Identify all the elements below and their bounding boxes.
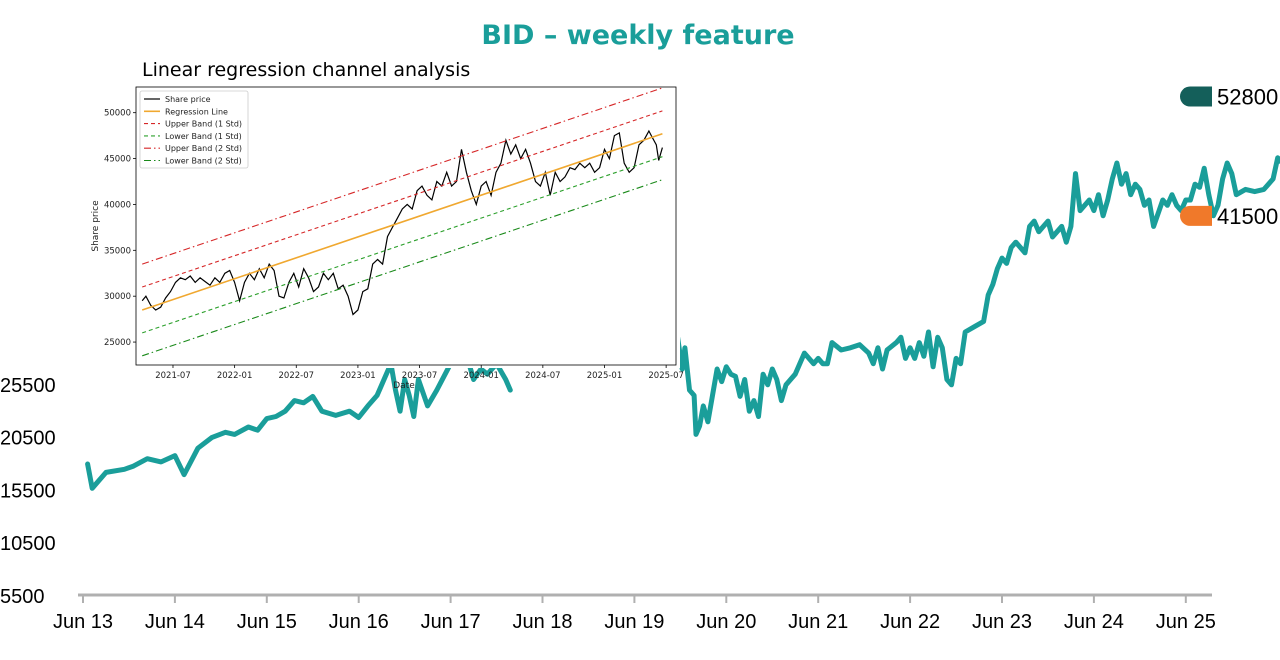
y-tick-label: 25500: [0, 375, 56, 397]
x-tick-label: Jun 14: [145, 611, 205, 633]
x-tick-label: Jun 25: [1156, 611, 1216, 633]
x-tick-label: Jun 18: [512, 611, 572, 633]
inset-x-tick-label: 2025-01: [587, 371, 623, 381]
inset-legend-box: [139, 90, 249, 169]
inset-legend-label: Upper Band (2 Std): [165, 144, 242, 153]
inset-series-upper-band-1-std: [142, 110, 663, 288]
inset-x-tick-label: 2023-01: [340, 371, 376, 381]
inset-y-tick-label: 30000: [104, 292, 131, 302]
inset-y-tick-label: 25000: [104, 338, 131, 348]
y-tick-label: 15500: [0, 480, 56, 502]
main-chart-title: BID – weekly feature: [481, 20, 794, 51]
inset-x-axis-label: Date: [393, 381, 415, 391]
main-plot-area: [85, 155, 1280, 491]
inset-x-axis: 2021-07 2022-01 2022-07 2023-01 2023-07 2024-…: [155, 365, 684, 381]
price-tag-label: 41500: [1217, 204, 1278, 229]
x-tick-label: Jun 20: [696, 611, 756, 633]
y-tick-label: 5500: [0, 586, 45, 608]
inset-chart: Linear regression channel analysis 25000…: [0, 52, 684, 391]
inset-x-tick-label: 2022-07: [279, 371, 315, 381]
inset-x-tick-label: 2025-07: [648, 371, 684, 381]
inset-legend-label: Upper Band (1 Std): [165, 120, 242, 129]
x-tick-label: Jun 17: [421, 611, 481, 633]
inset-chart-title: Linear regression channel analysis: [142, 59, 470, 81]
inset-x-tick-label: 2024-07: [525, 371, 561, 381]
price-series-line: [466, 361, 513, 393]
inset-x-tick-label: 2021-07: [155, 371, 191, 381]
inset-y-axis: 25000 30000 35000 40000 45000 50000: [104, 109, 136, 348]
inset-x-tick-label: 2024-01: [463, 371, 499, 381]
inset-plot-area: [141, 87, 663, 357]
inset-series-lower-band-1-std: [142, 156, 663, 334]
inset-series-upper-band-2-std: [142, 87, 663, 265]
price-tag-marker: [1180, 86, 1212, 107]
inset-y-tick-label: 45000: [104, 155, 131, 165]
y-tick-label: 10500: [0, 533, 56, 555]
x-tick-label: Jun 23: [972, 611, 1032, 633]
x-tick-label: Jun 22: [880, 611, 940, 633]
price-tag-label: 52800: [1217, 85, 1278, 110]
inset-series-regression-line: [141, 133, 663, 311]
price-tag-marker: [1180, 205, 1212, 226]
x-tick-label: Jun 15: [237, 611, 297, 633]
price-series-line: [654, 155, 1280, 437]
x-tick-label: Jun 19: [604, 611, 664, 633]
price-series-line: [85, 361, 454, 491]
inset-x-tick-label: 2023-07: [402, 371, 438, 381]
inset-legend: Share price Regression Line Upper Band (1 …: [139, 90, 249, 169]
inset-legend-label: Regression Line: [165, 107, 228, 116]
x-tick-label: Jun 16: [329, 611, 389, 633]
inset-series-share-price: [141, 129, 663, 316]
y-tick-label: 20500: [0, 428, 56, 450]
inset-series-lower-band-2-std: [142, 179, 663, 357]
inset-legend-label: Lower Band (1 Std): [165, 132, 242, 141]
inset-y-axis-label: Share price: [91, 200, 101, 252]
inset-y-tick-label: 50000: [104, 109, 131, 119]
x-tick-label: Jun 24: [1064, 611, 1124, 633]
price-tags: 52800 41500: [1180, 85, 1278, 229]
inset-y-tick-label: 40000: [104, 200, 131, 210]
inset-x-tick-label: 2022-01: [217, 371, 253, 381]
inset-legend-label: Lower Band (2 Std): [165, 157, 242, 166]
main-x-axis: Jun 13 Jun 14 Jun 15 Jun 16 Jun 17 Jun 18 Jun …: [53, 593, 1216, 633]
inset-legend-label: Share price: [165, 95, 211, 104]
inset-y-tick-label: 35000: [104, 246, 131, 256]
x-tick-label: Jun 21: [788, 611, 848, 633]
x-tick-label: Jun 13: [53, 611, 113, 633]
